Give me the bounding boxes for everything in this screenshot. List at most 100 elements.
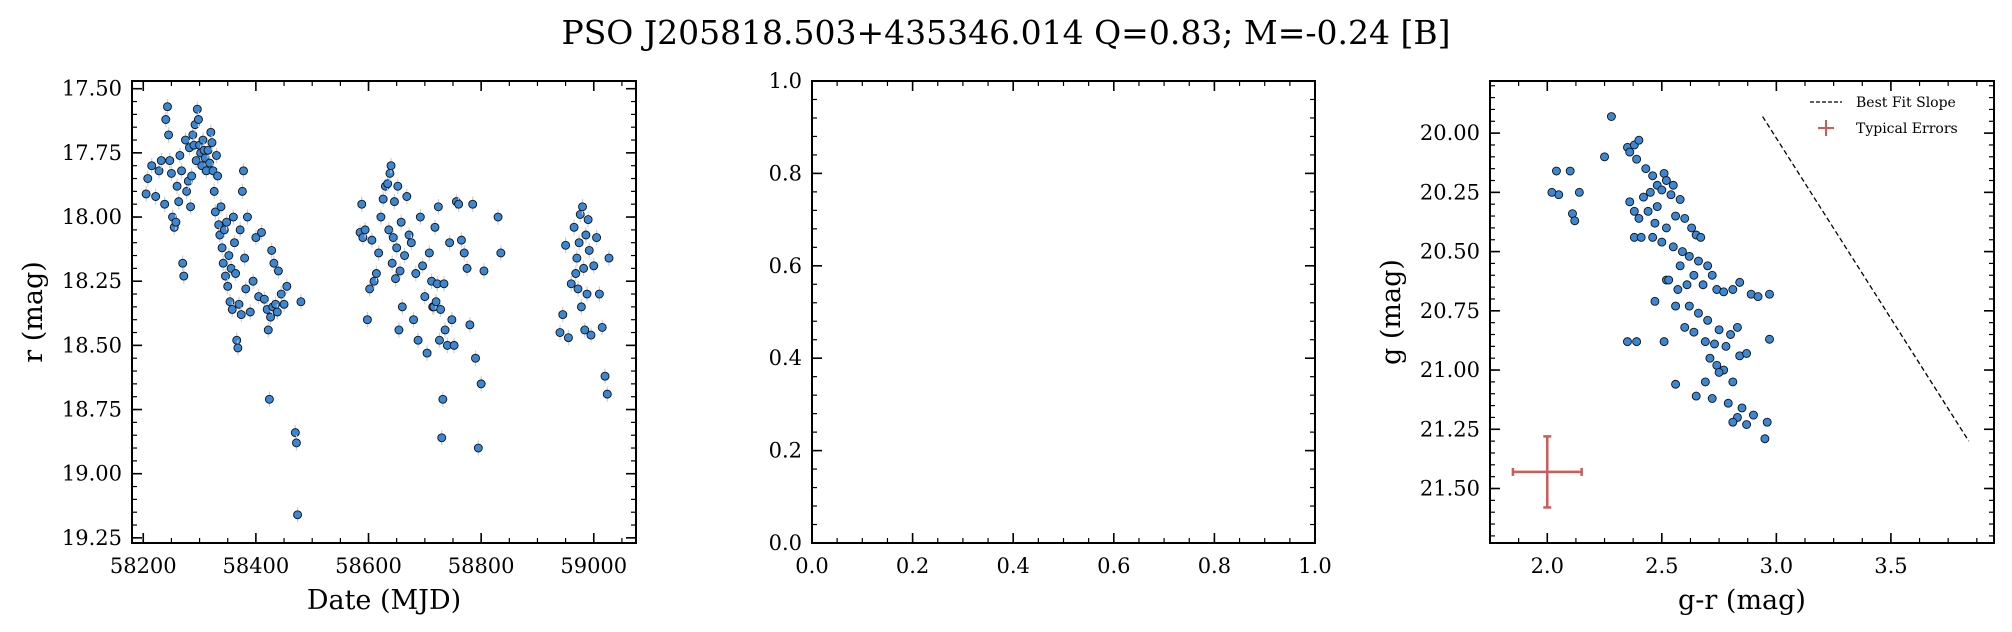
data-point (586, 330, 596, 340)
data-point (212, 150, 221, 160)
legend-best-fit-label: Best Fit Slope (1856, 95, 1956, 111)
data-point (1673, 285, 1683, 294)
data-point (242, 212, 252, 222)
data-point (1648, 232, 1658, 242)
x-tick-label: 58400 (222, 554, 289, 578)
data-point (438, 394, 448, 404)
y-tick-label: 20.00 (1420, 121, 1480, 145)
data-point (1645, 187, 1655, 197)
data-point (578, 202, 587, 212)
data-point (583, 215, 593, 225)
data-point (147, 161, 157, 171)
data-point (1671, 301, 1681, 311)
data-point (462, 263, 472, 273)
data-point (468, 199, 478, 209)
data-point (1661, 176, 1671, 185)
data-point (1547, 187, 1557, 197)
data-point (589, 261, 599, 271)
data-point (402, 192, 412, 201)
data-point (1696, 232, 1706, 242)
data-point (143, 174, 153, 183)
y-tick-label: 0.6 (769, 254, 802, 278)
data-point (279, 299, 289, 309)
data-point (430, 222, 440, 232)
data-point (374, 248, 384, 258)
data-point (459, 248, 469, 258)
data-point (433, 202, 443, 212)
data-point (1625, 147, 1635, 157)
data-point (493, 212, 503, 222)
data-point (182, 186, 192, 196)
data-point (210, 207, 220, 217)
y-tick-label: 18.50 (62, 333, 122, 357)
x-tick-label: 0.4 (996, 554, 1029, 578)
data-point (236, 310, 246, 320)
data-point (1714, 367, 1724, 377)
data-point (240, 253, 250, 263)
y-tick-label: 21.50 (1420, 477, 1480, 501)
data-point (1710, 339, 1719, 349)
data-point (1634, 135, 1644, 145)
data-point (166, 168, 176, 178)
x-tick-label: 0.6 (1097, 554, 1130, 578)
data-point (217, 243, 227, 253)
data-point (273, 266, 283, 276)
data-point (397, 302, 407, 312)
x-tick-label: 0.8 (1198, 554, 1231, 578)
data-point (188, 130, 198, 140)
data-point (178, 258, 188, 268)
data-point (177, 166, 187, 176)
data-point (496, 248, 506, 258)
data-point (1606, 112, 1616, 121)
data-point (393, 181, 403, 191)
data-point (406, 238, 416, 248)
data-point (1703, 315, 1713, 325)
data-point (385, 168, 395, 178)
data-point (476, 379, 486, 389)
data-point (555, 328, 565, 337)
data-point (230, 238, 239, 248)
data-point (411, 269, 421, 278)
data-point (1719, 287, 1729, 297)
data-point (572, 253, 582, 263)
data-point (566, 279, 576, 289)
data-point (1659, 337, 1669, 347)
data-point (237, 186, 247, 196)
data-point (456, 235, 466, 245)
data-point (232, 335, 242, 345)
data-point (378, 194, 388, 204)
data-point (1707, 270, 1717, 280)
x-axis-label: g-r (mag) (1678, 585, 1806, 616)
data-point (1728, 285, 1738, 294)
data-point (383, 179, 393, 189)
data-point (473, 443, 483, 453)
data-point (213, 171, 223, 181)
data-point (439, 279, 449, 289)
data-point (1760, 434, 1770, 444)
data-point (171, 217, 181, 227)
data-point (1732, 322, 1742, 332)
data-point (471, 353, 480, 363)
data-point (1682, 280, 1692, 290)
data-point (367, 235, 377, 245)
x-tick-label: 1.0 (1298, 554, 1331, 578)
data-point (597, 322, 607, 332)
data-point (172, 181, 182, 191)
data-point (209, 186, 219, 196)
color-magnitude-panel: 2.0 2.5 3.0 3.5 20.00 20.25 20.50 20.75 21.00 21.… (1376, 80, 1995, 616)
data-point (574, 238, 584, 248)
empty-panel: 0.0 0.2 0.4 0.6 0.8 1.0 0.0 0.2 0.4 0.6 0.8 1.0 (769, 69, 1332, 578)
data-point (579, 263, 589, 273)
data-point (604, 253, 614, 263)
data-point (156, 156, 166, 166)
data-point (179, 271, 189, 281)
data-point (365, 284, 375, 294)
data-point (1632, 337, 1642, 347)
data-point (218, 258, 228, 268)
data-point (447, 315, 457, 325)
y-tick-label: 17.50 (62, 77, 122, 101)
data-point (228, 212, 238, 222)
data-point (1574, 187, 1584, 197)
data-point (259, 294, 269, 304)
data-point (395, 266, 405, 276)
